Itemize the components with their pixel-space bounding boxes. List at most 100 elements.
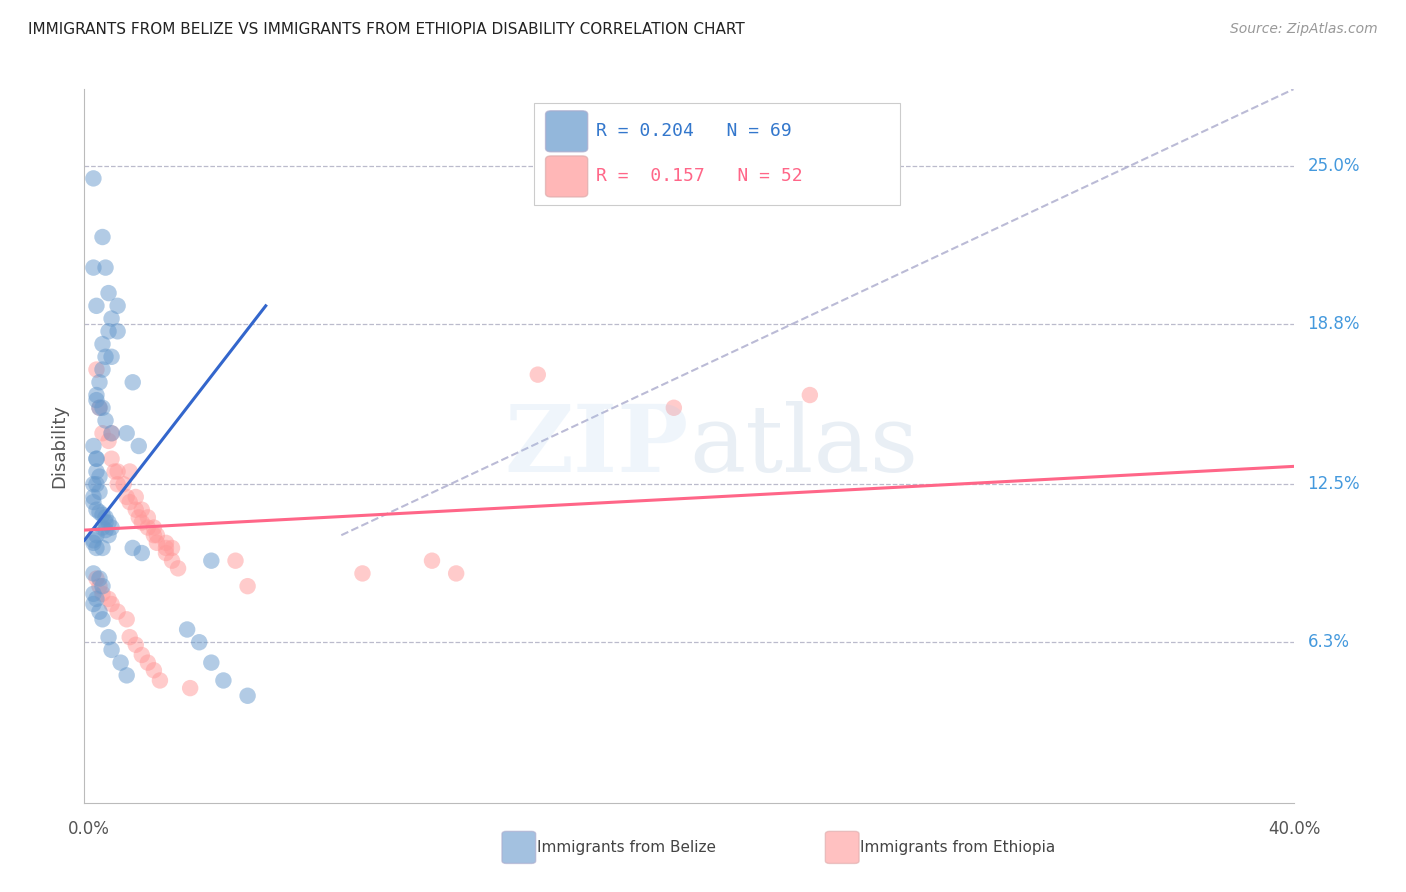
Point xyxy=(86,541,108,555)
Text: 40.0%: 40.0% xyxy=(1268,820,1322,838)
Point xyxy=(94,260,117,275)
Point xyxy=(176,623,198,637)
Text: IMMIGRANTS FROM BELIZE VS IMMIGRANTS FROM ETHIOPIA DISABILITY CORRELATION CHART: IMMIGRANTS FROM BELIZE VS IMMIGRANTS FRO… xyxy=(28,22,745,37)
Point xyxy=(799,388,821,402)
Point xyxy=(526,368,548,382)
Point xyxy=(94,523,117,537)
Point xyxy=(91,230,114,244)
Point xyxy=(86,393,108,408)
Point xyxy=(128,510,150,524)
Point xyxy=(115,490,138,504)
Point xyxy=(131,648,153,662)
Point xyxy=(82,260,104,275)
Text: R =  0.157   N = 52: R = 0.157 N = 52 xyxy=(596,168,803,186)
Point xyxy=(131,546,153,560)
Point xyxy=(89,376,111,390)
Point xyxy=(89,605,111,619)
Point xyxy=(97,286,120,301)
Point xyxy=(86,299,108,313)
Point xyxy=(107,324,129,338)
Point xyxy=(128,439,150,453)
Point xyxy=(149,673,172,688)
Point xyxy=(86,502,108,516)
Point xyxy=(200,656,222,670)
Point xyxy=(86,465,108,479)
Point xyxy=(82,533,104,548)
Point xyxy=(86,528,108,542)
Point xyxy=(155,541,177,555)
Point xyxy=(82,566,104,581)
Point xyxy=(82,171,104,186)
Point xyxy=(107,605,129,619)
Point xyxy=(86,477,108,491)
Text: Source: ZipAtlas.com: Source: ZipAtlas.com xyxy=(1230,22,1378,37)
Point xyxy=(112,477,135,491)
Point xyxy=(100,426,122,441)
Point xyxy=(136,520,159,534)
Point xyxy=(91,508,114,522)
Point xyxy=(160,554,183,568)
Point xyxy=(94,350,117,364)
Point xyxy=(86,362,108,376)
Point xyxy=(89,579,111,593)
Point xyxy=(125,638,148,652)
Point xyxy=(82,477,104,491)
Point xyxy=(142,663,165,677)
Point xyxy=(136,656,159,670)
Point xyxy=(91,337,114,351)
Point xyxy=(100,311,122,326)
Point xyxy=(131,516,153,530)
Point xyxy=(91,579,114,593)
Point xyxy=(167,561,190,575)
Point xyxy=(86,572,108,586)
Text: 0.0%: 0.0% xyxy=(67,820,110,838)
Point xyxy=(91,520,114,534)
Point xyxy=(100,451,122,466)
Point xyxy=(82,536,104,550)
Point xyxy=(107,299,129,313)
Point xyxy=(121,376,143,390)
Point xyxy=(94,510,117,524)
Point xyxy=(142,528,165,542)
Point xyxy=(97,434,120,448)
Point xyxy=(142,520,165,534)
Point xyxy=(236,689,259,703)
Point xyxy=(225,554,247,568)
Point xyxy=(91,426,114,441)
Point xyxy=(212,673,235,688)
Point xyxy=(420,554,443,568)
Text: Immigrants from Belize: Immigrants from Belize xyxy=(537,840,716,855)
Text: ZIP: ZIP xyxy=(505,401,689,491)
Point xyxy=(86,388,108,402)
Point xyxy=(82,439,104,453)
Point xyxy=(107,465,129,479)
Point xyxy=(91,401,114,415)
Point xyxy=(118,495,141,509)
Point xyxy=(131,502,153,516)
Point xyxy=(94,413,117,427)
Point xyxy=(104,465,127,479)
Point xyxy=(118,465,141,479)
Point xyxy=(89,484,111,499)
Point xyxy=(82,495,104,509)
Point xyxy=(91,612,114,626)
Point xyxy=(97,591,120,606)
Point xyxy=(89,401,111,415)
Point xyxy=(100,520,122,534)
Point xyxy=(97,630,120,644)
Point xyxy=(125,490,148,504)
Point xyxy=(100,597,122,611)
Point xyxy=(352,566,374,581)
Text: R = 0.204   N = 69: R = 0.204 N = 69 xyxy=(596,122,792,140)
Point xyxy=(188,635,211,649)
Point xyxy=(236,579,259,593)
Text: 12.5%: 12.5% xyxy=(1308,475,1360,493)
Point xyxy=(155,536,177,550)
Point xyxy=(97,516,120,530)
Point xyxy=(86,451,108,466)
Point xyxy=(82,490,104,504)
Text: 18.8%: 18.8% xyxy=(1308,315,1360,333)
Point xyxy=(89,401,111,415)
Point xyxy=(89,505,111,519)
Point xyxy=(115,426,138,441)
